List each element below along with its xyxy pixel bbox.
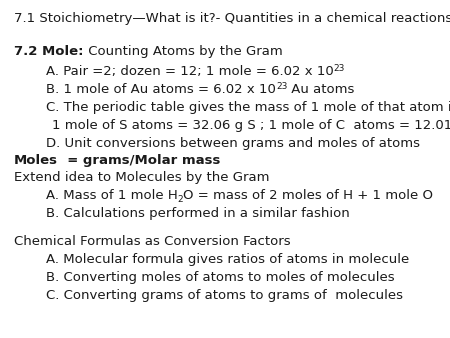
Text: A. Molecular formula gives ratios of atoms in molecule: A. Molecular formula gives ratios of ato… [46, 253, 409, 266]
Text: B. Converting moles of atoms to moles of molecules: B. Converting moles of atoms to moles of… [46, 271, 395, 284]
Text: C. The periodic table gives the mass of 1 mole of that atom in grams: C. The periodic table gives the mass of … [46, 101, 450, 114]
Text: Extend idea to Molecules by the Gram: Extend idea to Molecules by the Gram [14, 171, 270, 184]
Text: A. Pair =2; dozen = 12; 1 mole = 6.02 x 10: A. Pair =2; dozen = 12; 1 mole = 6.02 x … [46, 65, 334, 78]
Text: C. Converting grams of atoms to grams of  molecules: C. Converting grams of atoms to grams of… [46, 289, 403, 302]
Text: 2: 2 [178, 195, 184, 204]
Text: Chemical Formulas as Conversion Factors: Chemical Formulas as Conversion Factors [14, 235, 291, 248]
Text: Counting Atoms by the Gram: Counting Atoms by the Gram [84, 45, 282, 58]
Text: B. Calculations performed in a similar fashion: B. Calculations performed in a similar f… [46, 207, 350, 220]
Text: = grams/Molar mass: = grams/Molar mass [58, 154, 220, 167]
Text: Au atoms: Au atoms [287, 83, 355, 96]
Text: 7.1 Stoichiometry—What is it?- Quantities in a chemical reactions: 7.1 Stoichiometry—What is it?- Quantitie… [14, 12, 450, 25]
Text: 23: 23 [276, 82, 287, 91]
Text: 23: 23 [334, 64, 345, 73]
Text: A. Mass of 1 mole H: A. Mass of 1 mole H [46, 189, 178, 202]
Text: 7.2 Mole:: 7.2 Mole: [14, 45, 84, 58]
Text: O = mass of 2 moles of H + 1 mole O: O = mass of 2 moles of H + 1 mole O [184, 189, 433, 202]
Text: D. Unit conversions between grams and moles of atoms: D. Unit conversions between grams and mo… [46, 137, 420, 150]
Text: 1 mole of S atoms = 32.06 g S ; 1 mole of C  atoms = 12.01 g C: 1 mole of S atoms = 32.06 g S ; 1 mole o… [52, 119, 450, 132]
Text: B. 1 mole of Au atoms = 6.02 x 10: B. 1 mole of Au atoms = 6.02 x 10 [46, 83, 276, 96]
Text: Moles: Moles [14, 154, 58, 167]
